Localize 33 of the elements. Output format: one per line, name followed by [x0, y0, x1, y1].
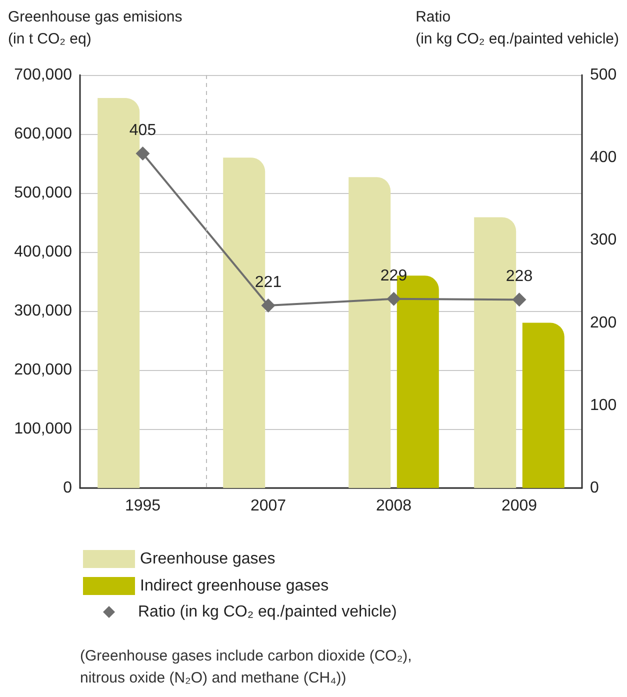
legend-label: Ratio (in kg CO₂ eq./painted vehicle) [138, 604, 397, 620]
x-tick-label: 2009 [501, 498, 538, 514]
y2-tick-label: 0 [590, 480, 599, 496]
point [136, 146, 150, 160]
y2-axis-title: Ratio (in kg CO₂ eq./painted vehicle) [416, 8, 620, 48]
point [386, 292, 401, 306]
point [512, 292, 526, 307]
y-tick-label: 300,000 [14, 302, 72, 320]
y-tick-label: 100,000 [14, 420, 72, 438]
y2-tick-label: 400 [590, 149, 617, 166]
y-tick-label: 200,000 [14, 362, 72, 378]
y-axis-title: Greenhouse gas emisions (in t CO₂ eq) [8, 8, 182, 48]
text: (Greenhouse gases include carbon dioxide (CO₂), nitrous oxide (N₂O) and methane (CH₄)) [80, 648, 412, 686]
bar [522, 322, 564, 488]
y2-tick-label: 500 [590, 66, 617, 84]
data-label: 229 [380, 267, 408, 284]
x-tick-label: 2007 [250, 498, 286, 514]
x-tick-label: 1995 [124, 498, 161, 514]
y2-tick-label: 300 [590, 232, 617, 249]
data-label: 221 [254, 274, 282, 291]
y-tick-label: 400,000 [14, 244, 72, 260]
point [261, 298, 276, 312]
legend-label: Greenhouse gases [140, 550, 276, 568]
data-label: 405 [129, 122, 156, 139]
y-tick-label: 500,000 [14, 184, 72, 202]
y2-tick-label: 100 [590, 396, 617, 414]
y-tick-label: 700,000 [14, 66, 72, 84]
x-tick-label: 2008 [376, 498, 412, 514]
y-tick-label: 0 [63, 480, 72, 496]
y-tick-label: 600,000 [14, 126, 72, 142]
legend-label: Indirect greenhouse gases [140, 578, 329, 594]
y2-tick-label: 200 [590, 314, 617, 332]
data-label: 228 [506, 268, 533, 286]
